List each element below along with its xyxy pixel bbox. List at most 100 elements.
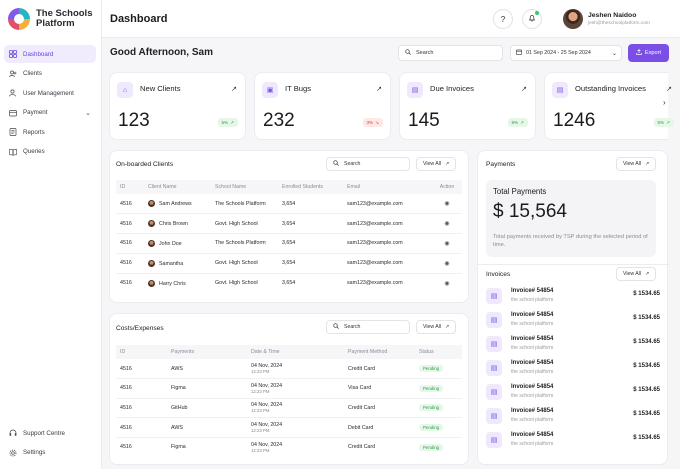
stat-card-due-invoices[interactable]: ▤ Due Invoices ↗ 145 9% ↗: [399, 72, 536, 140]
clients-search-input[interactable]: Search: [326, 157, 410, 171]
sidebar-item-payment[interactable]: Payment ⌄: [4, 104, 96, 122]
trend-badge: 5% ↗: [653, 118, 674, 127]
arrow-up-right-icon[interactable]: ↗: [521, 86, 527, 93]
table-row[interactable]: 4516 Figma 04 Nov, 2024 12:23 PM Visa Car…: [116, 378, 462, 399]
invoice-amount: $ 1534.65: [633, 411, 660, 417]
page-title: Dashboard: [110, 13, 168, 25]
table-row[interactable]: 4516 GitHub 04 Nov, 2024 12:23 PM Credit …: [116, 398, 462, 419]
greeting-text: Good Afternoon, Sam: [110, 47, 213, 58]
cell-action: ◉: [428, 213, 462, 235]
costs-view-all-button[interactable]: View All ↗: [416, 320, 457, 334]
eye-icon[interactable]: ◉: [444, 260, 450, 267]
clients-view-all-button[interactable]: View All ↗: [416, 157, 457, 171]
stat-title: IT Bugs: [285, 84, 312, 93]
cell-datetime: 04 Nov, 2024 12:23 PM: [247, 378, 344, 399]
stat-value: 123: [118, 110, 150, 131]
costs-search-input[interactable]: Search: [326, 320, 410, 334]
cell-payment: Figma: [167, 378, 247, 399]
chevron-right-icon[interactable]: ›: [663, 98, 666, 107]
invoice-item[interactable]: ▤ Invoice# 54854 the school platform $ 1…: [486, 405, 660, 428]
sidebar-item-label: Clients: [23, 70, 42, 77]
avatar: [148, 200, 155, 208]
table-row[interactable]: 4516 Figma 04 Nov, 2024 12:23 PM Credit C…: [116, 437, 462, 457]
client-name: Sam Andrews: [159, 201, 192, 208]
total-payments-amount: $ 15,564: [493, 201, 567, 222]
invoice-amount: $ 1534.65: [633, 315, 660, 321]
panel-title: Costs/Expenses: [116, 325, 164, 332]
invoice-item[interactable]: ▤ Invoice# 54854 the school platform $ 1…: [486, 309, 660, 332]
client-name: Samantha: [159, 260, 184, 267]
sidebar-item-queries[interactable]: Queries: [4, 143, 96, 161]
table-row[interactable]: 4516 John Doe The Schools Platform 3,654…: [116, 233, 462, 254]
sidebar-item-label: Settings: [23, 449, 46, 456]
table-row[interactable]: 4516 Harry Chris Govt. High School 3,654…: [116, 273, 462, 293]
invoice-icon: ▤: [486, 432, 502, 448]
cell-students: 3,654: [278, 233, 343, 254]
cell-id: 4516: [120, 444, 132, 451]
cell-status: Pending: [415, 378, 462, 399]
view-all-label: View All: [423, 161, 442, 167]
cell-status: Pending: [415, 437, 462, 457]
total-payments-title: Total Payments: [493, 187, 547, 196]
view-all-label: View All: [623, 271, 642, 277]
payments-view-all-button[interactable]: View All ↗: [616, 157, 657, 171]
invoices-view-all-button[interactable]: View All ↗: [616, 267, 657, 281]
users-icon: ⌂: [117, 82, 133, 98]
invoice-item[interactable]: ▤ Invoice# 54854 the school platform $ 1…: [486, 381, 660, 404]
eye-icon[interactable]: ◉: [444, 201, 450, 208]
invoice-item[interactable]: ▤ Invoice# 54854 the school platform $ 1…: [486, 429, 660, 452]
stat-card-new-clients[interactable]: ⌂ New Clients ↗ 123 5% ↗: [109, 72, 246, 140]
arrow-up-right-icon[interactable]: ↗: [231, 86, 237, 93]
sidebar-item-settings[interactable]: Settings: [4, 444, 96, 462]
column-header: Payment Method: [344, 345, 415, 359]
clients-table: ID Client Name School Name Enrolled Stud…: [116, 180, 462, 293]
sidebar-item-support[interactable]: Support Centre: [4, 424, 96, 442]
cell-client: Sam Andrews: [144, 194, 211, 215]
cell-id: 4516: [116, 359, 167, 380]
notifications-button[interactable]: [522, 9, 542, 29]
cell-client: Samantha: [144, 253, 211, 274]
table-row[interactable]: 4516 Samantha Govt. High School 3,654 sa…: [116, 253, 462, 274]
avatar: [148, 220, 155, 228]
invoice-item[interactable]: ▤ Invoice# 54854 the school platform $ 1…: [486, 285, 660, 308]
arrow-up-right-icon: ↗: [645, 271, 650, 277]
cell-email: sam123@example.com: [343, 253, 428, 274]
eye-icon[interactable]: ◉: [444, 221, 450, 228]
view-all-label: View All: [623, 161, 642, 167]
date-range-picker[interactable]: 01 Sep 2024 - 25 Sep 2024 ⌄: [510, 45, 622, 61]
avatar[interactable]: [563, 9, 583, 29]
cell-payment: AWS: [167, 359, 247, 380]
help-button[interactable]: ?: [493, 9, 513, 29]
cell-payment: GitHub: [167, 398, 247, 419]
stat-card-it-bugs[interactable]: ▣ IT Bugs ↗ 232 3% ↘: [254, 72, 391, 140]
sidebar-item-user-management[interactable]: User Management: [4, 84, 96, 102]
cell-method: Credit Card: [348, 444, 376, 451]
table-row[interactable]: 4516 Sam Andrews The Schools Platform 3,…: [116, 194, 462, 215]
trend-up-icon: ↗: [230, 119, 234, 125]
stat-card-outstanding-invoices[interactable]: ▤ Outstanding Invoices ↗ 1246 5% ↗: [544, 72, 674, 140]
arrow-up-right-icon[interactable]: ↗: [376, 86, 382, 93]
sidebar-item-reports[interactable]: Reports: [4, 123, 96, 141]
eye-icon[interactable]: ◉: [444, 240, 450, 247]
gear-icon: [9, 449, 17, 457]
time-text: 12:23 PM: [251, 447, 270, 453]
table-row[interactable]: 4516 Chris Brown Govt. High School 3,654…: [116, 213, 462, 235]
table-row[interactable]: 4516 AWS 04 Nov, 2024 12:23 PM Credit Car…: [116, 359, 462, 380]
table-row[interactable]: 4516 AWS 04 Nov, 2024 12:23 PM Debit Card…: [116, 417, 462, 438]
column-header: Date & Time: [247, 345, 344, 359]
export-button[interactable]: Export: [628, 44, 669, 62]
arrow-up-right-icon[interactable]: ↗: [666, 86, 672, 93]
search-input[interactable]: Search: [398, 45, 503, 61]
brand[interactable]: The Schools Platform: [8, 8, 96, 30]
cell-method: Credit Card: [344, 398, 415, 419]
sidebar-item-dashboard[interactable]: Dashboard: [4, 45, 96, 63]
time-text: 12:23 PM: [251, 408, 270, 414]
invoice-name: Invoice# 54854: [511, 336, 554, 342]
invoice-name: Invoice# 54854: [511, 288, 554, 294]
invoice-item[interactable]: ▤ Invoice# 54854 the school platform $ 1…: [486, 333, 660, 356]
status-badge: Pending: [419, 443, 444, 451]
invoice-item[interactable]: ▤ Invoice# 54854 the school platform $ 1…: [486, 357, 660, 380]
cell-students: 3,654: [278, 253, 343, 274]
eye-icon[interactable]: ◉: [444, 280, 450, 287]
sidebar-item-clients[interactable]: Clients: [4, 65, 96, 83]
